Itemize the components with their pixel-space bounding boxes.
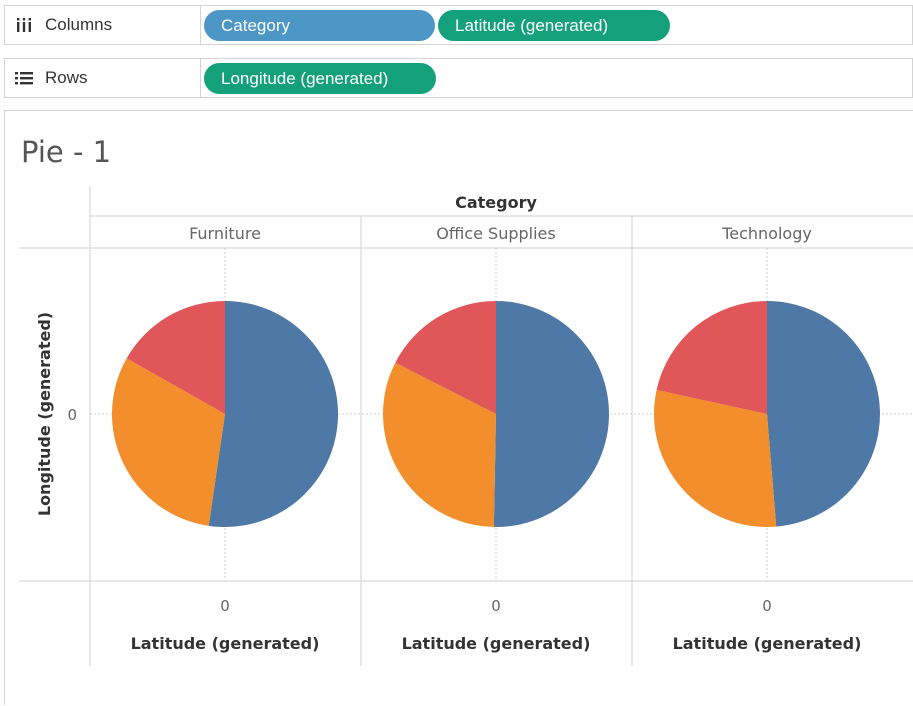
- pies-group: [112, 301, 880, 527]
- category-header: Category: [455, 193, 537, 212]
- x-axis-tick-office-supplies: 0: [491, 597, 501, 615]
- longitude-pill[interactable]: Longitude (generated): [204, 63, 436, 94]
- pie-office-supplies-orange-slice[interactable]: [383, 362, 496, 527]
- rows-icon: [13, 70, 35, 86]
- pie-technology-red-slice[interactable]: [656, 301, 767, 414]
- latitude-pill-label: Latitude (generated): [455, 15, 609, 35]
- category-pill-label: Category: [221, 15, 290, 35]
- latitude-pill[interactable]: Latitude (generated): [438, 10, 670, 41]
- category-pill[interactable]: Category: [204, 10, 435, 41]
- pie-furniture-orange-slice[interactable]: [112, 358, 225, 526]
- longitude-pill-label: Longitude (generated): [221, 68, 389, 88]
- columns-label-text: Columns: [45, 15, 113, 34]
- category-label-office-supplies: Office Supplies: [436, 224, 555, 243]
- x-axis-tick-furniture: 0: [220, 597, 230, 615]
- pie-technology-blue-slice[interactable]: [767, 301, 880, 527]
- rows-shelf-label: Rows: [5, 59, 201, 97]
- columns-icon: [13, 17, 35, 33]
- pie-office-supplies-blue-slice[interactable]: [493, 301, 609, 527]
- pie-technology-orange-slice[interactable]: [654, 390, 777, 527]
- x-axis-label-furniture: Latitude (generated): [131, 634, 320, 653]
- worksheet-view: Pie - 1 Category Furniture Office Suppli…: [4, 110, 913, 705]
- category-label-furniture: Furniture: [189, 224, 261, 243]
- sheet-title: Pie - 1: [21, 135, 112, 169]
- columns-shelf: Columns Category Latitude (generated): [4, 5, 913, 45]
- rows-label-text: Rows: [45, 68, 88, 87]
- x-axis-label-office-supplies: Latitude (generated): [402, 634, 591, 653]
- y-axis-tick: 0: [67, 406, 77, 424]
- category-label-technology: Technology: [721, 224, 812, 243]
- pie-furniture-red-slice[interactable]: [126, 301, 225, 414]
- pie-furniture-blue-slice[interactable]: [208, 301, 339, 527]
- x-axis-tick-technology: 0: [762, 597, 772, 615]
- pie-office-supplies-red-slice[interactable]: [395, 301, 496, 414]
- pie-chart: Category Furniture Office Supplies Techn…: [19, 186, 913, 666]
- y-axis-label: Longitude (generated): [35, 312, 54, 516]
- x-axis-label-technology: Latitude (generated): [673, 634, 862, 653]
- columns-shelf-label: Columns: [5, 6, 201, 44]
- rows-shelf: Rows Longitude (generated): [4, 58, 913, 98]
